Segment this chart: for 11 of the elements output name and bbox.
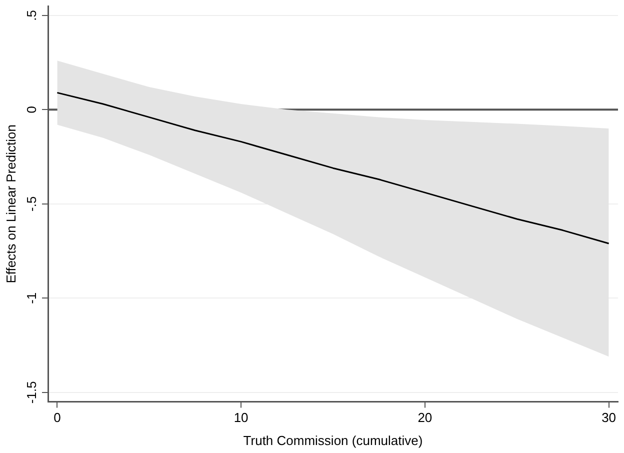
y-axis-title: Effects on Linear Prediction	[3, 124, 18, 284]
x-tick-label: 0	[54, 410, 61, 426]
y-tick-label: 0	[24, 106, 40, 114]
y-tick-label: -1.5	[24, 381, 40, 404]
y-tick-label: .5	[24, 10, 40, 21]
x-axis-title: Truth Commission (cumulative)	[243, 432, 423, 448]
y-tick-label: -.5	[24, 196, 40, 212]
x-tick-label: 20	[418, 410, 432, 426]
y-tick-label: -1	[24, 292, 40, 304]
x-tick-label: 30	[602, 410, 616, 426]
x-tick-label: 10	[234, 410, 248, 426]
